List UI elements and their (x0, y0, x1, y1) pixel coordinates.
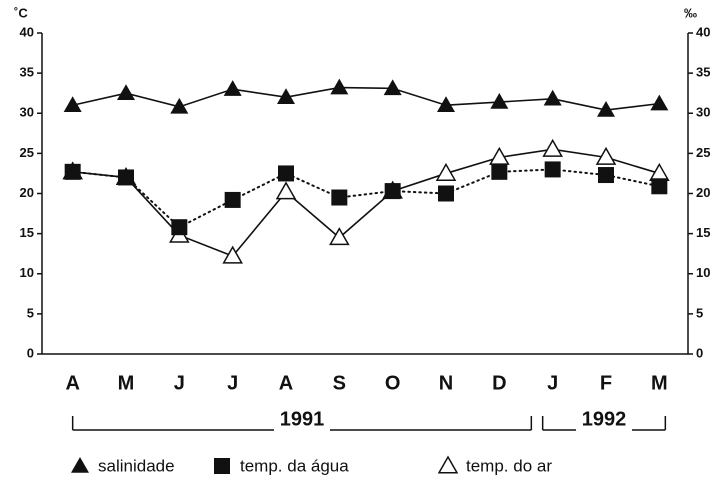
triangle-marker (437, 96, 455, 112)
triangle-marker (223, 80, 242, 96)
x-tick-label: J (227, 372, 238, 394)
y-tick-label: 20 (20, 185, 34, 200)
square-marker (331, 189, 348, 206)
square-marker (64, 163, 81, 180)
triangle-marker (542, 138, 563, 157)
triangle-marker (275, 181, 297, 200)
triangle-marker (170, 97, 189, 114)
y-tick-label: 35 (20, 65, 34, 80)
y2-tick-label: 40 (696, 24, 710, 39)
legend-label: salinidade (98, 456, 175, 475)
square-marker (171, 219, 188, 236)
triangle-marker (543, 89, 562, 106)
triangle-marker (222, 245, 243, 264)
triangle-marker (71, 457, 89, 473)
triangle-marker (63, 96, 82, 112)
square-marker (118, 169, 134, 186)
series-line (71, 168, 661, 229)
y2-tick-label: 10 (696, 265, 710, 280)
square-marker (278, 165, 294, 182)
square-marker (544, 161, 561, 178)
square-marker (384, 183, 401, 200)
y-tick-label: 0 (27, 345, 34, 360)
x-tick-label: M (118, 372, 135, 394)
x-tick-label: O (385, 372, 401, 394)
series-line (71, 86, 661, 111)
x-tick-label: N (439, 372, 453, 394)
y2-axis-label: ‰ (684, 5, 697, 20)
year-label: 1991 (280, 408, 325, 430)
y2-tick-label: 25 (696, 145, 710, 160)
y2-tick-label: 30 (696, 105, 710, 120)
triangle-marker (329, 227, 350, 246)
triangle-marker (490, 93, 509, 109)
y-tick-label: 15 (20, 225, 34, 240)
y-tick-label: 40 (20, 24, 34, 39)
x-tick-label: F (600, 372, 612, 394)
triangle-marker (330, 78, 349, 95)
legend-label: temp. do ar (466, 456, 552, 475)
triangle-marker (383, 79, 402, 96)
y-axis-label: ˚C (14, 5, 28, 20)
triangle-marker (437, 455, 459, 474)
x-tick-label: A (65, 372, 79, 394)
y2-tick-label: 35 (696, 65, 710, 80)
x-tick-label: S (333, 372, 346, 394)
triangle-marker (117, 84, 135, 100)
y2-tick-label: 5 (696, 305, 703, 320)
legend-label: temp. da água (240, 456, 349, 475)
x-tick-label: J (174, 372, 185, 394)
triangle-marker (435, 162, 457, 181)
square-marker (598, 167, 614, 184)
series-line (71, 148, 661, 258)
triangle-marker (597, 101, 615, 117)
year-label: 1992 (582, 408, 627, 430)
x-tick-label: J (547, 372, 558, 394)
y2-tick-label: 20 (696, 185, 710, 200)
square-marker (214, 458, 230, 474)
square-marker (491, 163, 508, 180)
y2-tick-label: 0 (696, 345, 703, 360)
square-marker (224, 191, 241, 208)
y-tick-label: 30 (20, 105, 34, 120)
y-tick-label: 10 (20, 265, 34, 280)
square-marker (438, 185, 454, 202)
y-tick-label: 25 (20, 145, 34, 160)
y2-tick-label: 15 (696, 225, 710, 240)
y-tick-label: 5 (27, 305, 34, 320)
x-tick-label: M (651, 372, 668, 394)
square-marker (651, 178, 668, 195)
x-tick-label: A (279, 372, 293, 394)
triangle-marker (650, 94, 669, 111)
triangle-marker (277, 88, 295, 104)
triangle-marker (595, 146, 617, 165)
x-tick-label: D (492, 372, 506, 394)
